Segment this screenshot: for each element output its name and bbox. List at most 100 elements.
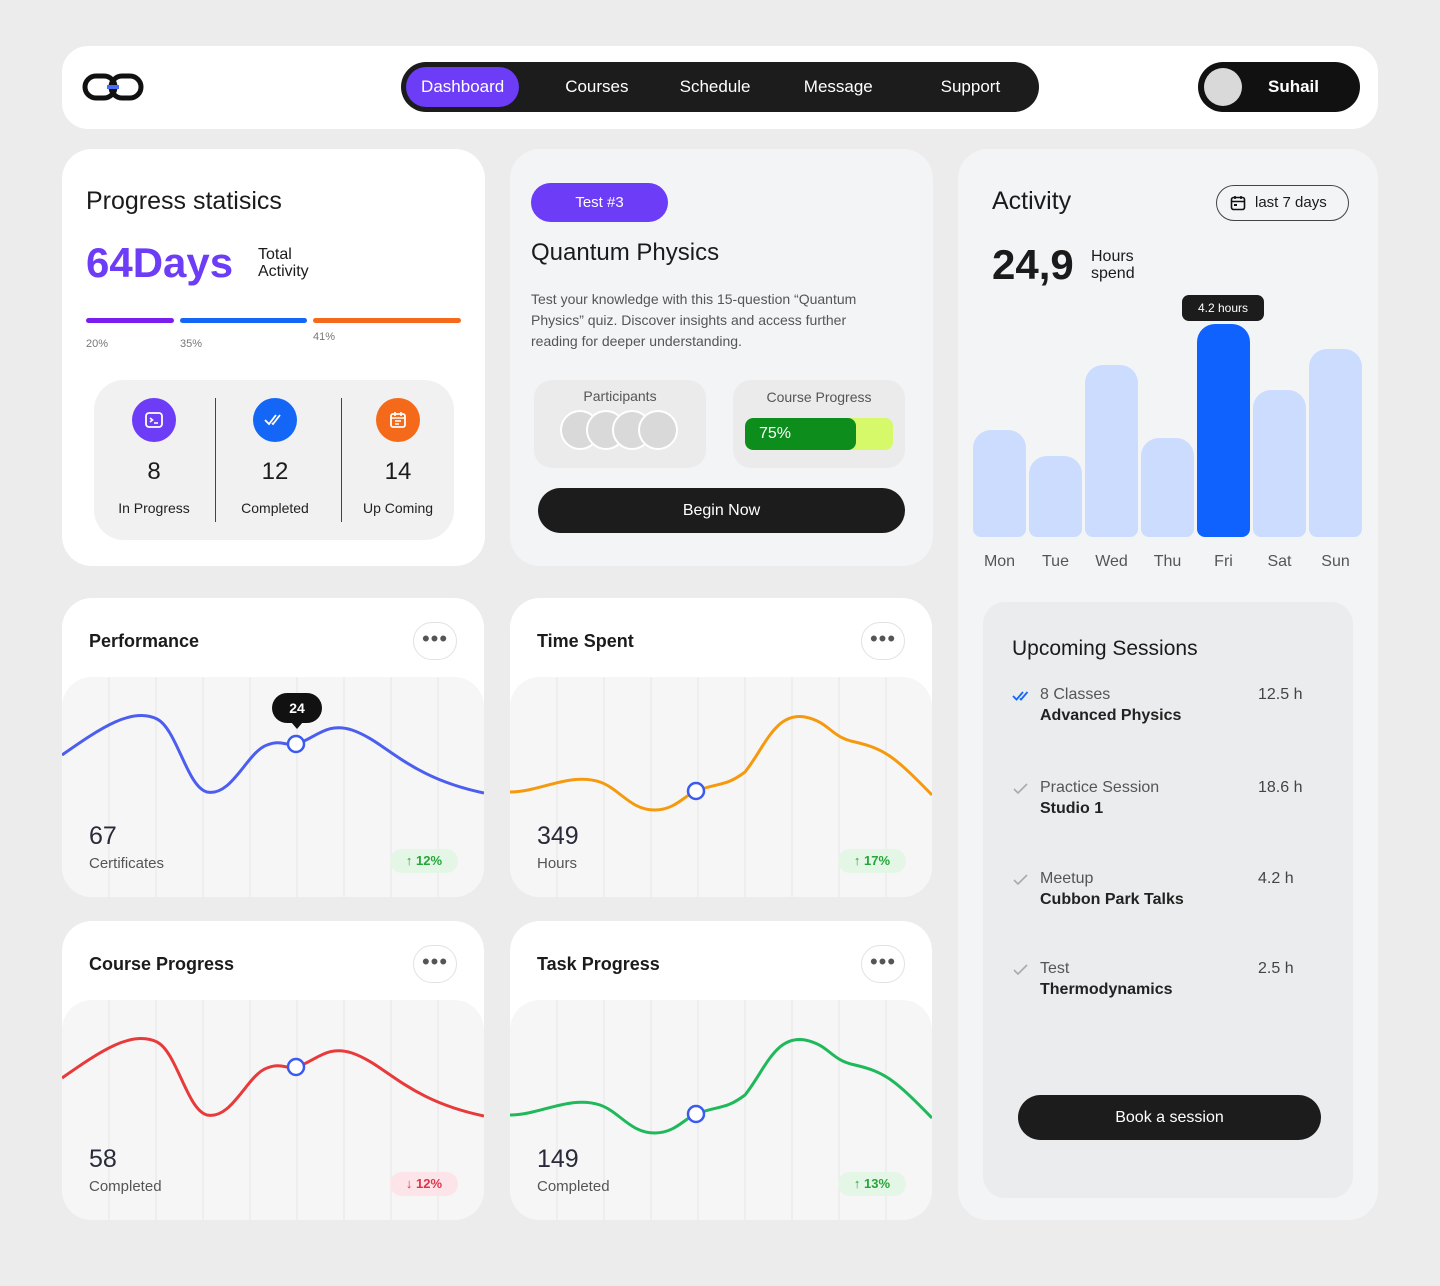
top-header: Dashboard Courses Schedule Message Suppo…: [62, 46, 1378, 129]
nav-schedule[interactable]: Schedule: [679, 77, 751, 96]
session-name[interactable]: Advanced Physics: [1040, 707, 1182, 724]
user-menu[interactable]: Suhail: [1198, 62, 1360, 112]
participants-box: Participants: [534, 380, 706, 468]
course-progress-title: Course Progress: [89, 954, 235, 974]
performance-delta-badge: ↑ 12%: [390, 849, 458, 873]
course-progress-value: 58: [89, 1145, 117, 1173]
more-options-icon[interactable]: •••: [861, 622, 905, 660]
quiz-title: Quantum Physics: [531, 239, 720, 266]
task-progress-delta-badge: ↑ 13%: [838, 1172, 906, 1196]
delta-value: 17%: [864, 853, 891, 868]
time-spent-delta-badge: ↑ 17%: [838, 849, 906, 873]
book-session-button[interactable]: Book a session: [1018, 1095, 1321, 1140]
tooltip-pointer: [291, 722, 303, 729]
hours-spend-value: 24,9: [992, 241, 1074, 288]
performance-label: Certificates: [89, 855, 165, 872]
performance-line: [62, 713, 484, 795]
calendar-icon: [1230, 196, 1246, 211]
progress-segment-3-percent: 41%: [313, 331, 336, 343]
calendar-icon: [376, 398, 420, 442]
session-type: 8 Classes: [1040, 686, 1111, 703]
progress-statistics-title: Progress statisics: [86, 187, 282, 215]
session-type: Meetup: [1040, 870, 1094, 887]
task-progress-value: 149: [537, 1145, 579, 1173]
activity-bar-mon[interactable]: [973, 430, 1026, 537]
total-activity-label: Total Activity: [258, 246, 309, 280]
performance-title: Performance: [89, 631, 200, 651]
nav-courses[interactable]: Courses: [565, 77, 629, 96]
date-range-label: last 7 days: [1255, 194, 1327, 211]
course-progress-bar: 75%: [745, 418, 893, 450]
session-type: Test: [1040, 960, 1070, 977]
activity-bar-wed[interactable]: [1085, 365, 1138, 537]
activity-card: Activity last 7 days 24,9 Hours spend Mo…: [958, 149, 1378, 1220]
logo-icon[interactable]: [82, 73, 144, 101]
more-options-icon[interactable]: •••: [861, 945, 905, 983]
time-spent-value: 349: [537, 822, 579, 850]
delta-value: 13%: [864, 1176, 891, 1191]
bar-tooltip: 4.2 hours: [1182, 295, 1264, 321]
task-progress-line: [510, 1038, 932, 1135]
status-summary: 8 In Progress 12 Completed 14 Up Coming: [94, 380, 454, 540]
activity-bar-tue[interactable]: [1029, 456, 1082, 537]
course-progress-delta-badge: ↓ 12%: [390, 1172, 458, 1196]
task-progress-card: Task Progress ••• 149 Completed ↑ 13%: [510, 921, 932, 1220]
participant-avatar: [638, 410, 678, 450]
activity-bar-fri[interactable]: [1197, 324, 1250, 537]
stat-in-progress[interactable]: 8 In Progress: [94, 380, 214, 516]
user-name: Suhail: [1268, 77, 1320, 96]
performance-card: Performance ••• 24 67 Certificates ↑ 12%: [62, 598, 484, 897]
check-icon: [1012, 873, 1030, 891]
more-options-icon[interactable]: •••: [413, 622, 457, 660]
time-spent-title: Time Spent: [537, 631, 634, 651]
stat-completed[interactable]: 12 Completed: [215, 380, 335, 516]
progress-segment-1: [86, 318, 174, 323]
day-label-sat: Sat: [1267, 553, 1292, 570]
nav-dashboard[interactable]: Dashboard: [406, 67, 520, 107]
course-progress-line: [62, 1036, 484, 1118]
session-name[interactable]: Thermodynamics: [1040, 981, 1173, 998]
session-name[interactable]: Studio 1: [1040, 800, 1104, 817]
arrow-up-icon: ↑: [853, 1176, 861, 1191]
course-progress-label: Course Progress: [766, 389, 872, 405]
task-progress-label: Completed: [537, 1178, 610, 1195]
session-name[interactable]: Cubbon Park Talks: [1040, 891, 1184, 908]
progress-statistics-card: Progress statisics 64Days Total Activity…: [62, 149, 485, 566]
session-type: Practice Session: [1040, 779, 1160, 796]
date-range-button[interactable]: last 7 days: [1216, 185, 1349, 221]
begin-now-button[interactable]: Begin Now: [538, 488, 905, 533]
activity-title: Activity: [992, 187, 1072, 215]
course-progress-box: Course Progress 75%: [733, 380, 905, 468]
session-hours: 4.2 h: [1258, 870, 1294, 887]
activity-bar-sat[interactable]: [1253, 390, 1306, 537]
completed-label: Completed: [241, 500, 309, 516]
value-tooltip: 24: [272, 693, 322, 723]
day-label-wed: Wed: [1095, 553, 1128, 570]
progress-segment-3: [313, 318, 461, 323]
in-progress-count: 8: [147, 458, 161, 485]
course-progress-marker: [286, 1057, 306, 1077]
task-progress-title: Task Progress: [537, 954, 660, 974]
more-options-icon[interactable]: •••: [413, 945, 457, 983]
nav-support[interactable]: Support: [940, 77, 1001, 96]
nav-message[interactable]: Message: [803, 77, 873, 96]
session-hours: 18.6 h: [1258, 779, 1303, 796]
upcoming-sessions: Upcoming Sessions 8 Classes Advanced Phy…: [983, 602, 1353, 1198]
upcoming-sessions-title: Upcoming Sessions: [1012, 637, 1198, 660]
divider: [341, 398, 342, 522]
arrow-down-icon: ↓: [405, 1176, 413, 1191]
activity-bar-sun[interactable]: [1309, 349, 1362, 537]
quiz-card: Test #3 Quantum Physics Test your knowle…: [510, 149, 933, 566]
check-icon: [1012, 782, 1030, 800]
activity-bar-thu[interactable]: [1141, 438, 1194, 537]
time-spent-label: Hours: [537, 855, 578, 872]
stat-up-coming[interactable]: 14 Up Coming: [338, 380, 458, 516]
check-icon: [1012, 963, 1030, 981]
quiz-description: Test your knowledge with this 15-questio…: [531, 291, 857, 349]
double-check-icon: [253, 398, 297, 442]
avatar[interactable]: [1204, 68, 1242, 106]
performance-value: 67: [89, 822, 117, 850]
divider: [215, 398, 216, 522]
in-progress-label: In Progress: [118, 500, 190, 516]
progress-segment-2-percent: 35%: [180, 338, 203, 350]
